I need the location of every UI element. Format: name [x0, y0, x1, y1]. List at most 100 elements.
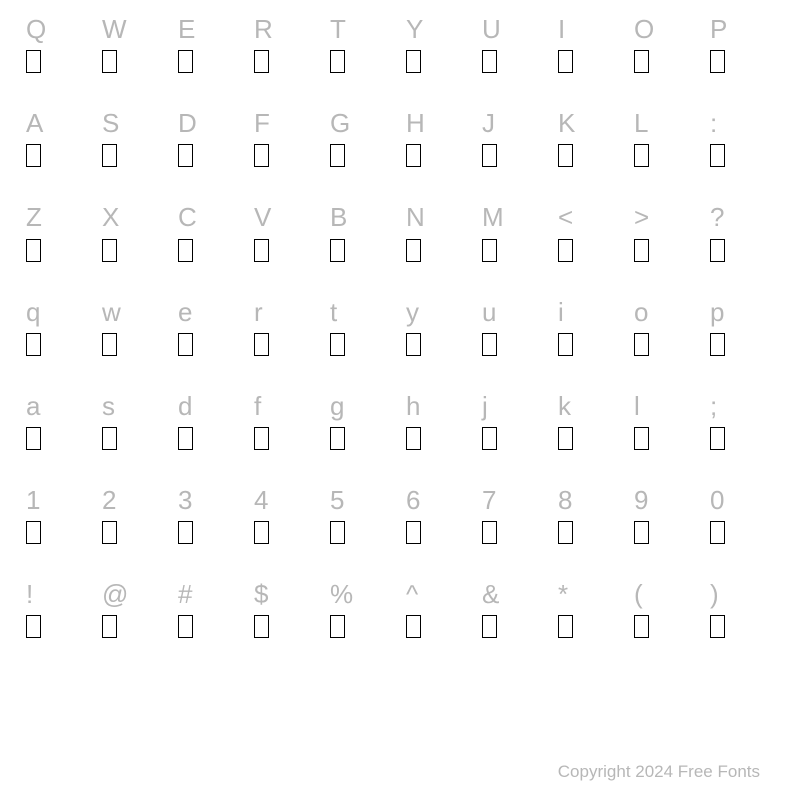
glyph-cell [400, 612, 476, 643]
char-cell: O [628, 14, 704, 45]
char-label: C [178, 202, 197, 232]
glyph-cell [476, 236, 552, 267]
char-label: 3 [178, 485, 192, 515]
missing-glyph-box [558, 50, 573, 73]
glyph-cell [20, 330, 96, 361]
char-label: U [482, 14, 501, 44]
char-label: % [330, 579, 353, 609]
glyph-cell [172, 518, 248, 549]
char-cell: Z [20, 202, 96, 233]
missing-glyph-box [102, 239, 117, 262]
char-label-row: qwertyuiop [20, 297, 780, 328]
glyph-cell [248, 47, 324, 78]
char-label: L [634, 108, 648, 138]
char-cell: % [324, 579, 400, 610]
char-cell: 0 [704, 485, 780, 516]
char-cell: & [476, 579, 552, 610]
char-cell: f [248, 391, 324, 422]
missing-glyph-box [178, 144, 193, 167]
missing-glyph-box [634, 427, 649, 450]
char-label: E [178, 14, 195, 44]
glyph-cell [552, 424, 628, 455]
char-cell: d [172, 391, 248, 422]
char-cell: D [172, 108, 248, 139]
glyph-row [20, 612, 780, 643]
glyph-cell [400, 236, 476, 267]
glyph-cell [96, 47, 172, 78]
glyph-cell [476, 47, 552, 78]
char-label: 8 [558, 485, 572, 515]
missing-glyph-box [102, 427, 117, 450]
glyph-cell [324, 330, 400, 361]
char-label: q [26, 297, 40, 327]
char-cell: Q [20, 14, 96, 45]
char-cell: 4 [248, 485, 324, 516]
char-cell: ( [628, 579, 704, 610]
char-label: * [558, 579, 568, 609]
char-cell: N [400, 202, 476, 233]
char-cell: ) [704, 579, 780, 610]
missing-glyph-box [482, 239, 497, 262]
char-cell: q [20, 297, 96, 328]
missing-glyph-box [254, 521, 269, 544]
char-cell: a [20, 391, 96, 422]
char-cell: B [324, 202, 400, 233]
missing-glyph-box [26, 427, 41, 450]
glyph-cell [400, 47, 476, 78]
glyph-row [20, 330, 780, 361]
missing-glyph-box [26, 333, 41, 356]
missing-glyph-box [710, 50, 725, 73]
missing-glyph-box [102, 521, 117, 544]
missing-glyph-box [102, 50, 117, 73]
char-label: # [178, 579, 192, 609]
glyph-cell [96, 518, 172, 549]
glyph-cell [400, 330, 476, 361]
missing-glyph-box [330, 521, 345, 544]
missing-glyph-box [330, 615, 345, 638]
char-label-row: 1234567890 [20, 485, 780, 516]
glyph-cell [20, 518, 96, 549]
glyph-cell [172, 612, 248, 643]
char-label: : [710, 108, 717, 138]
char-label: p [710, 297, 724, 327]
char-label: r [254, 297, 263, 327]
glyph-cell [172, 236, 248, 267]
missing-glyph-box [330, 50, 345, 73]
glyph-cell [476, 141, 552, 172]
missing-glyph-box [710, 521, 725, 544]
missing-glyph-box [254, 239, 269, 262]
glyph-cell [96, 236, 172, 267]
glyph-cell [248, 612, 324, 643]
missing-glyph-box [482, 615, 497, 638]
missing-glyph-box [558, 427, 573, 450]
char-label: ^ [406, 579, 418, 609]
char-cell: l [628, 391, 704, 422]
char-label: y [406, 297, 419, 327]
missing-glyph-box [178, 50, 193, 73]
char-label: 7 [482, 485, 496, 515]
char-label: & [482, 579, 499, 609]
char-cell: F [248, 108, 324, 139]
char-cell: 8 [552, 485, 628, 516]
missing-glyph-box [406, 144, 421, 167]
char-cell: y [400, 297, 476, 328]
char-label: T [330, 14, 346, 44]
missing-glyph-box [254, 615, 269, 638]
missing-glyph-box [558, 144, 573, 167]
glyph-cell [704, 330, 780, 361]
char-label: 2 [102, 485, 116, 515]
glyph-cell [20, 236, 96, 267]
missing-glyph-box [482, 333, 497, 356]
char-label: 1 [26, 485, 40, 515]
char-label: l [634, 391, 640, 421]
missing-glyph-box [406, 239, 421, 262]
char-label: ) [710, 579, 719, 609]
char-cell: : [704, 108, 780, 139]
glyph-cell [628, 236, 704, 267]
glyph-cell [248, 424, 324, 455]
char-label-row: ZXCVBNM<>? [20, 202, 780, 233]
char-cell: ! [20, 579, 96, 610]
glyph-cell [324, 518, 400, 549]
char-label: o [634, 297, 648, 327]
char-cell: 5 [324, 485, 400, 516]
